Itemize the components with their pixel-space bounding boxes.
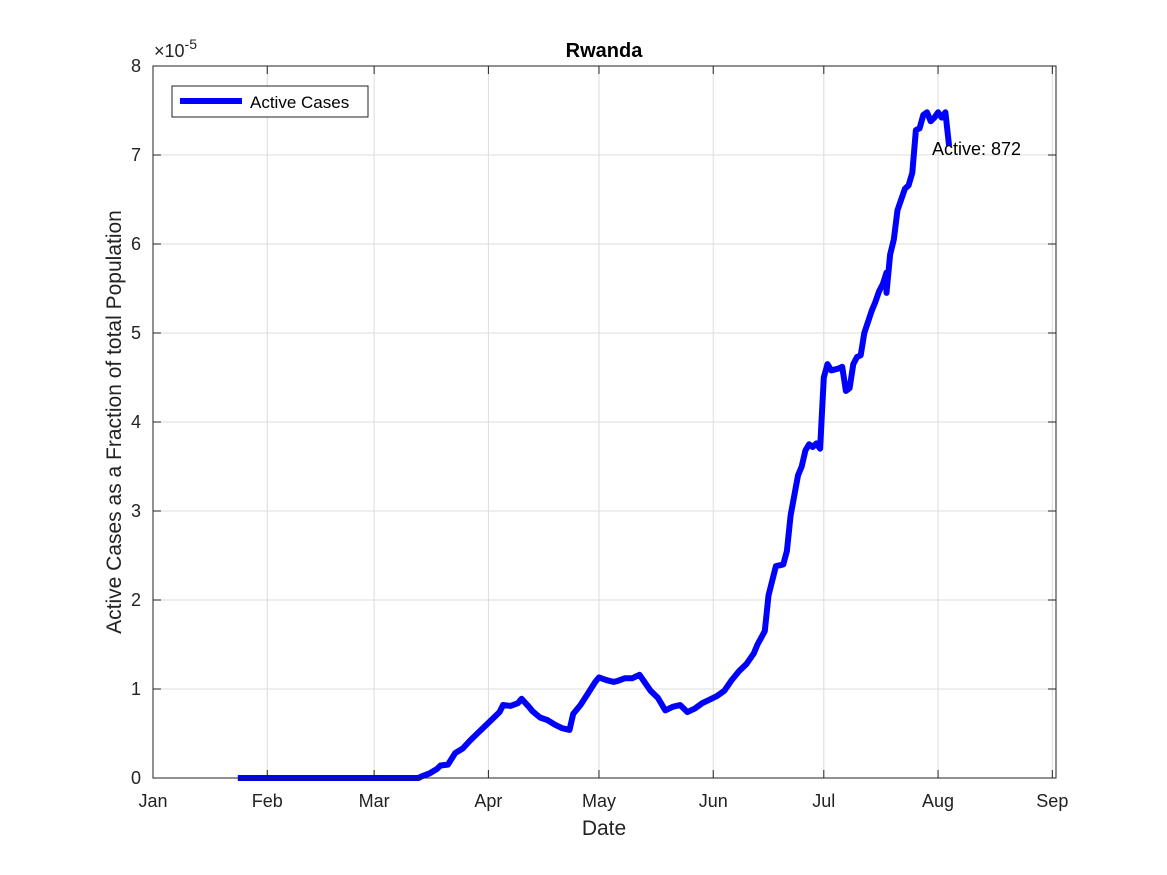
x-tick-label: Aug (922, 791, 954, 811)
axis-ticks (152, 65, 1056, 779)
y-tick-label: 6 (131, 234, 141, 254)
x-tick-label: Feb (252, 791, 283, 811)
y-exponent-power: -5 (185, 36, 198, 52)
x-tick-label: Sep (1036, 791, 1068, 811)
y-tick-label: 0 (131, 768, 141, 788)
annotation-active-count: Active: 872 (932, 139, 1021, 159)
y-exponent-label: ×10-5 (154, 36, 197, 61)
y-tick-label: 3 (131, 501, 141, 521)
legend-entry-label: Active Cases (250, 93, 349, 112)
x-tick-label: Apr (474, 791, 502, 811)
y-axis-label: Active Cases as a Fraction of total Popu… (103, 210, 126, 634)
x-tick-label: May (582, 791, 616, 811)
tick-labels: Jan Feb Mar Apr May Jun Jul Aug Sep 0 1 2 3 4 5 6 7 8 (131, 56, 1068, 811)
x-tick-label: Mar (359, 791, 390, 811)
x-tick-label: Jul (812, 791, 835, 811)
y-tick-label: 8 (131, 56, 141, 76)
x-axis-label: Date (582, 817, 626, 840)
y-exponent-base: ×10 (154, 41, 185, 61)
chart-title: Rwanda (566, 40, 644, 62)
y-tick-label: 4 (131, 412, 141, 432)
y-tick-label: 2 (131, 590, 141, 610)
y-tick-label: 5 (131, 323, 141, 343)
legend: Active Cases (171, 85, 369, 118)
y-tick-label: 7 (131, 145, 141, 165)
y-tick-label: 1 (131, 679, 141, 699)
x-tick-label: Jun (699, 791, 728, 811)
series-layer (237, 109, 953, 781)
series-line-active-cases (237, 109, 953, 781)
x-tick-label: Jan (138, 791, 167, 811)
